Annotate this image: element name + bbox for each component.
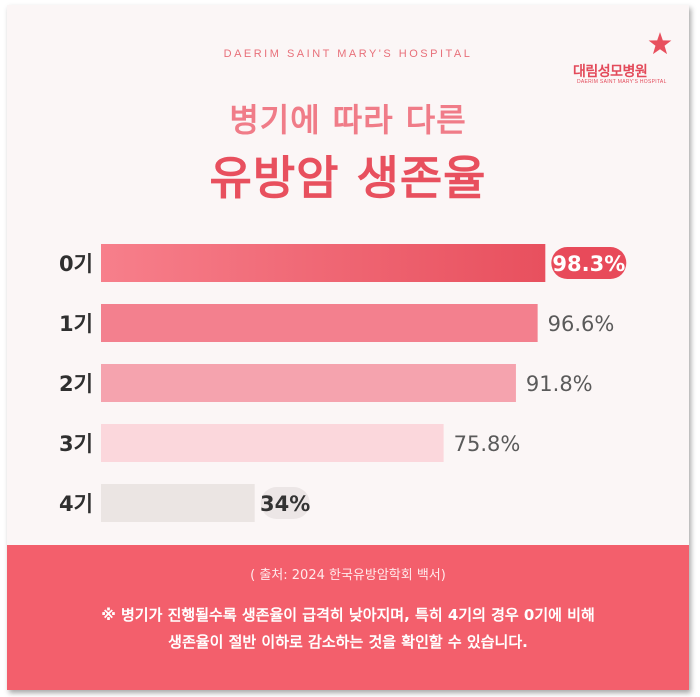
footnote: ※ 병기가 진행될수록 생존율이 급격히 낮아지며, 특히 4기의 경우 0기에… [7, 602, 689, 656]
value-label: 34% [260, 492, 310, 516]
value-label: 98.3% [552, 252, 625, 276]
logo-text-en: DAERIM SAINT MARY'S HOSPITAL [577, 79, 667, 85]
footnote-line-1: ※ 병기가 진행될수록 생존율이 급격히 낮아지며, 특히 4기의 경우 0기에… [101, 606, 595, 624]
star-icon [648, 32, 672, 55]
value-label-badge [260, 487, 310, 519]
footnote-line-2: 생존율이 절반 이하로 감소하는 것을 확인할 수 있습니다. [168, 633, 528, 651]
value-label: 75.8% [454, 432, 521, 456]
source-citation: ( 출처: 2024 한국유방암학회 백서) [250, 568, 446, 583]
hospital-name-en: DAERIM SAINT MARY'S HOSPITAL [223, 48, 473, 60]
title-line-2: 유방암 생존율 [209, 151, 487, 205]
category-label: 3기 [59, 432, 93, 456]
category-label: 1기 [59, 312, 93, 336]
title-line-1: 병기에 따라 다른 [229, 101, 467, 139]
bar [101, 484, 255, 522]
footer-panel: ( 출처: 2024 한국유방암학회 백서) ※ 병기가 진행될수록 생존율이 … [7, 545, 689, 690]
value-label: 96.6% [548, 312, 615, 336]
hospital-logo: 대림성모병원 DAERIM SAINT MARY'S HOSPITAL [573, 31, 683, 91]
bar [101, 424, 444, 462]
category-label: 0기 [59, 252, 93, 276]
bar [101, 304, 538, 342]
value-label: 91.8% [526, 372, 593, 396]
logo-text-ko: 대림성모병원 [573, 64, 648, 80]
infographic-card: DAERIM SAINT MARY'S HOSPITAL 대림성모병원 DAER… [7, 5, 689, 690]
survival-rate-bar-chart: 0기 98.3% 1기 96.6% 2기 91.8% 3기 75.8% 4기 34% [59, 244, 627, 522]
category-label: 4기 [59, 492, 93, 516]
bar [101, 244, 546, 282]
bar [101, 364, 516, 402]
value-label-badge [551, 247, 627, 279]
category-label: 2기 [59, 372, 93, 396]
